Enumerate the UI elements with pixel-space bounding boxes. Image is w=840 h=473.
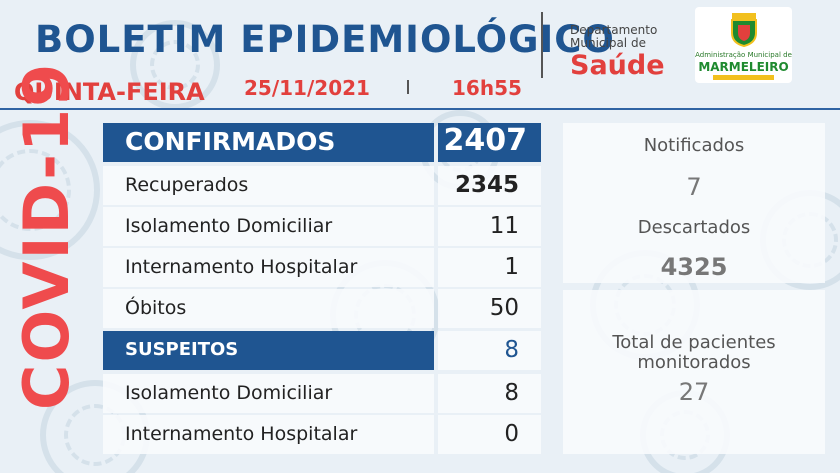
notified-value: 7 (686, 173, 702, 201)
department-line1: Departamento (570, 23, 658, 37)
monitored-label-line1: Total de pacientes (612, 332, 776, 353)
row-label: Internamento Hospitalar (125, 423, 358, 445)
municipality-logo: Administração Municipal de MARMELEIRO (695, 7, 792, 83)
row-label: Internamento Hospitalar (125, 256, 358, 278)
row-label: Recuperados (125, 174, 249, 196)
confirmed-header-row: CONFIRMADOS 2407 (103, 123, 541, 162)
virus-decoration (0, 120, 100, 260)
logo-caption: Administração Municipal de (695, 51, 792, 59)
notified-discarded-panel: Notificados 7 Descartados 4325 (563, 123, 825, 283)
date-time-divider (407, 80, 409, 94)
confirmed-value: 2407 (443, 123, 528, 158)
table-row: Isolamento Domiciliar 8 (103, 374, 541, 413)
header-underline (0, 108, 840, 110)
monitored-label-line2: monitorados (637, 352, 751, 373)
confirmed-label: CONFIRMADOS (125, 127, 336, 156)
row-label: Isolamento Domiciliar (125, 382, 333, 404)
monitored-value: 27 (678, 378, 710, 406)
virus-decoration (130, 20, 220, 110)
row-value: 8 (504, 380, 519, 406)
table-row: Recuperados 2345 (103, 166, 541, 205)
department-line2: Municipal de (570, 36, 646, 50)
row-value: 2345 (454, 172, 519, 198)
row-label: Óbitos (125, 297, 187, 319)
department-label: Departamento Municipal de (570, 24, 657, 50)
page-title: BOLETIM EPIDEMIOLÓGICO (35, 18, 615, 61)
suspected-value: 8 (504, 337, 519, 363)
department-name: Saúde (570, 50, 665, 81)
notified-label: Notificados (643, 135, 745, 156)
suspected-label: SUSPEITOS (125, 339, 239, 360)
row-value: 11 (489, 213, 519, 239)
row-value: 1 (504, 254, 519, 280)
weekday-label: QUINTA-FEIRA (14, 78, 205, 106)
logo-city-name: MARMELEIRO (698, 60, 789, 74)
date-label: 25/11/2021 (244, 76, 370, 100)
header-divider (541, 12, 543, 78)
discarded-label: Descartados (637, 217, 751, 238)
table-row: Isolamento Domiciliar 11 (103, 207, 541, 246)
table-row: Internamento Hospitalar 0 (103, 415, 541, 454)
monitored-panel: Total de pacientes monitorados 27 (563, 290, 825, 454)
crest-icon (731, 13, 757, 47)
logo-ribbon (713, 75, 774, 80)
covid-side-label: COVID-19 (10, 61, 83, 410)
time-label: 16h55 (452, 76, 522, 100)
row-value: 50 (489, 295, 519, 321)
discarded-value: 4325 (660, 253, 728, 281)
table-row: Internamento Hospitalar 1 (103, 248, 541, 287)
row-value: 0 (504, 421, 519, 447)
row-label: Isolamento Domiciliar (125, 215, 333, 237)
table-row: Óbitos 50 (103, 289, 541, 328)
suspected-header-row: SUSPEITOS 8 (103, 331, 541, 370)
